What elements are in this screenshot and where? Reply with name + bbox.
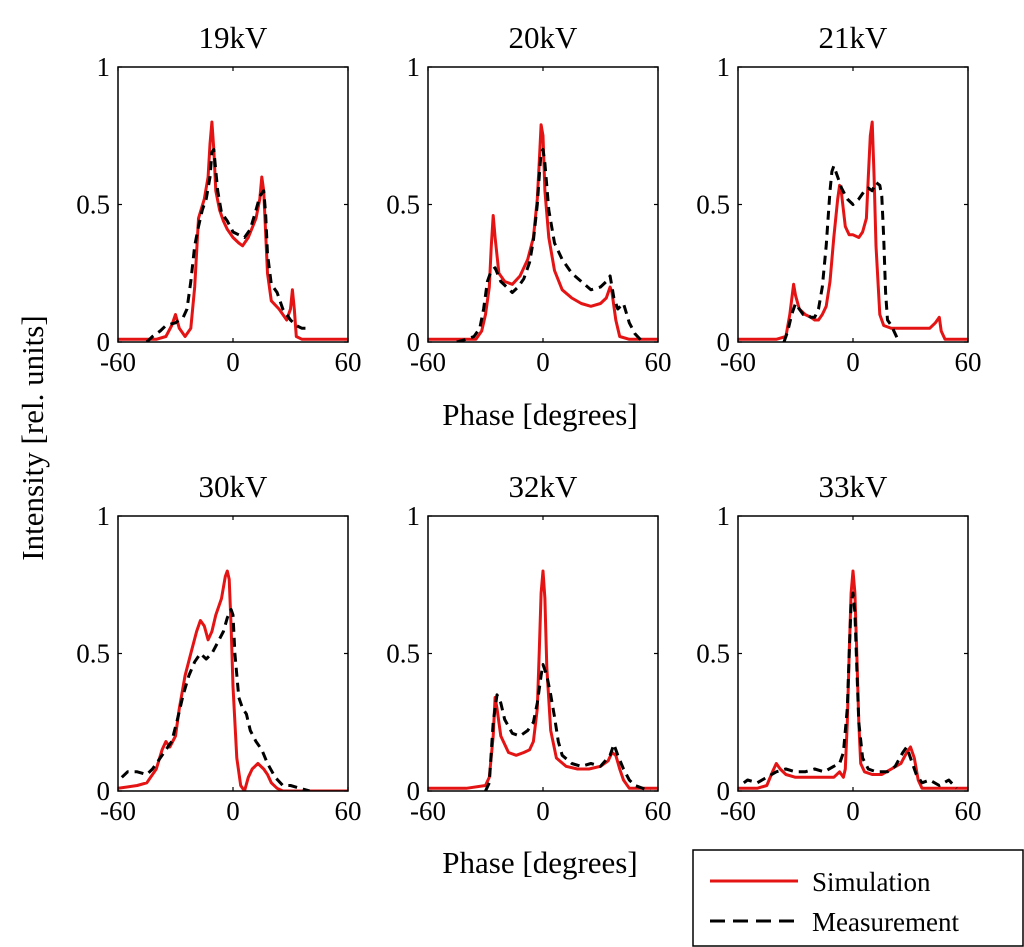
y-tick-label: 1 (407, 52, 421, 82)
x-tick-label: 0 (536, 796, 550, 826)
panel-title: 32kV (509, 469, 579, 504)
x-tick-label: -60 (100, 347, 136, 377)
series-line-simulation (738, 120, 968, 341)
plot-area (118, 569, 348, 791)
x-tick-label: -60 (720, 796, 756, 826)
x-tick-label: 0 (226, 347, 240, 377)
legend-box (692, 849, 1024, 947)
series-line-simulation (118, 120, 348, 341)
series-line-measurement (484, 663, 651, 791)
series-line-measurement (145, 148, 310, 342)
x-axis-label-top-row: Phase [degrees] (442, 397, 637, 432)
y-tick-label: 0.5 (386, 190, 420, 220)
y-tick-label: 0 (717, 776, 731, 806)
x-tick-label: -60 (720, 347, 756, 377)
series-line-simulation (428, 123, 658, 341)
series-line-simulation (118, 569, 348, 791)
legend-label-measurement: Measurement (812, 907, 959, 937)
panel-title: 19kV (199, 20, 269, 55)
axes-box (427, 515, 659, 792)
y-tick-label: 1 (717, 501, 731, 531)
x-tick-label: 60 (335, 796, 362, 826)
axes-box (427, 66, 659, 343)
plot-area (738, 569, 968, 790)
x-tick-label: 60 (955, 347, 982, 377)
series-line-measurement (456, 148, 644, 342)
x-tick-label: 60 (335, 347, 362, 377)
legend-label-simulation: Simulation (812, 867, 931, 897)
legend: Simulation Measurement (692, 849, 1024, 947)
y-tick-label: 0.5 (76, 639, 110, 669)
x-tick-label: -60 (100, 796, 136, 826)
series-line-simulation (428, 569, 658, 790)
panel-title: 33kV (819, 469, 889, 504)
x-tick-label: 0 (536, 347, 550, 377)
y-tick-label: 0 (407, 327, 421, 357)
y-axis-label: Intensity [rel. units] (15, 315, 50, 560)
x-tick-label: -60 (410, 796, 446, 826)
x-tick-label: -60 (410, 347, 446, 377)
y-tick-label: 0 (97, 776, 111, 806)
y-tick-label: 0.5 (696, 639, 730, 669)
x-tick-label: 60 (645, 347, 672, 377)
y-tick-label: 0 (97, 327, 111, 357)
x-tick-label: 0 (846, 347, 860, 377)
plot-area (428, 569, 658, 791)
y-tick-label: 1 (717, 52, 731, 82)
y-tick-label: 0 (407, 776, 421, 806)
series-line-measurement (120, 608, 311, 791)
plot-area (738, 120, 968, 342)
y-tick-label: 0.5 (386, 639, 420, 669)
y-tick-label: 0.5 (696, 190, 730, 220)
x-tick-label: 60 (645, 796, 672, 826)
plot-area (428, 123, 658, 342)
x-tick-label: 60 (955, 796, 982, 826)
x-tick-label: 0 (846, 796, 860, 826)
plot-area (118, 120, 348, 342)
y-tick-label: 1 (97, 501, 111, 531)
x-axis-label-bottom-row: Phase [degrees] (442, 845, 637, 880)
axes-box (737, 515, 969, 792)
x-tick-label: 0 (226, 796, 240, 826)
series-line-measurement (782, 164, 901, 342)
y-tick-label: 1 (407, 501, 421, 531)
y-tick-label: 0.5 (76, 190, 110, 220)
panel-title: 21kV (819, 20, 889, 55)
panel-title: 30kV (199, 469, 269, 504)
y-tick-label: 1 (97, 52, 111, 82)
y-tick-label: 0 (717, 327, 731, 357)
series-line-measurement (742, 591, 958, 790)
panel-title: 20kV (509, 20, 579, 55)
axes-box (117, 66, 349, 343)
